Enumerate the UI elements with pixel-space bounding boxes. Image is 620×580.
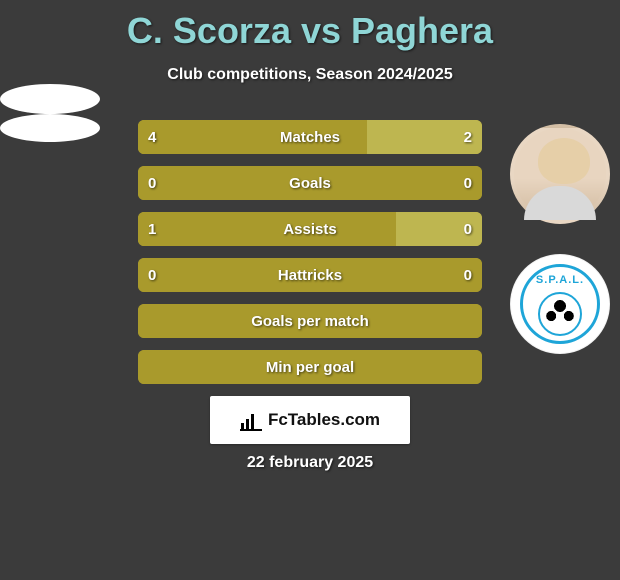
stat-label: Hattricks [138,258,482,292]
soccer-ball-icon [538,292,582,336]
player-left-avatar-placeholder-1 [0,84,100,114]
club-right-badge: S.P.A.L. [510,254,610,354]
fctables-logo-icon [240,409,262,431]
stat-row: 00Hattricks [138,258,482,292]
stat-label: Goals [138,166,482,200]
stat-label: Matches [138,120,482,154]
player-left-avatar-placeholder-2 [0,114,100,142]
brand-footer[interactable]: FcTables.com [210,396,410,444]
page-subtitle: Club competitions, Season 2024/2025 [0,66,620,84]
stat-row: 00Goals [138,166,482,200]
badge-text: S.P.A.L. [520,274,600,286]
stat-row: Goals per match [138,304,482,338]
stat-label: Min per goal [138,350,482,384]
stat-label: Assists [138,212,482,246]
stat-row: Min per goal [138,350,482,384]
stat-row: 10Assists [138,212,482,246]
page-title: C. Scorza vs Paghera [0,0,620,52]
stat-row: 42Matches [138,120,482,154]
brand-name: FcTables.com [268,410,380,430]
stat-label: Goals per match [138,304,482,338]
date-text: 22 february 2025 [0,454,620,472]
stats-bars-container: 42Matches 00Goals 10Assists 00Hattricks Goal… [138,120,482,396]
player-right-avatar [510,124,610,224]
